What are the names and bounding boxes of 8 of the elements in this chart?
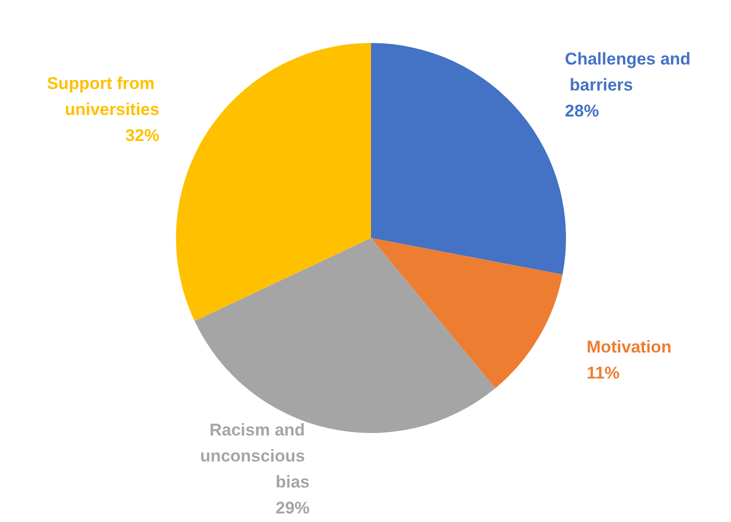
data-label: 28% xyxy=(564,102,599,121)
slice-label: Motivation xyxy=(586,338,672,357)
slice-label: Challenges and barriers xyxy=(564,50,691,95)
slice-label: Support from universities xyxy=(46,74,160,119)
data-label: 32% xyxy=(125,126,160,145)
data-label: 11% xyxy=(586,364,620,383)
data-label: 29% xyxy=(276,498,310,518)
slice-label: Racism and unconscious bias xyxy=(200,420,310,492)
